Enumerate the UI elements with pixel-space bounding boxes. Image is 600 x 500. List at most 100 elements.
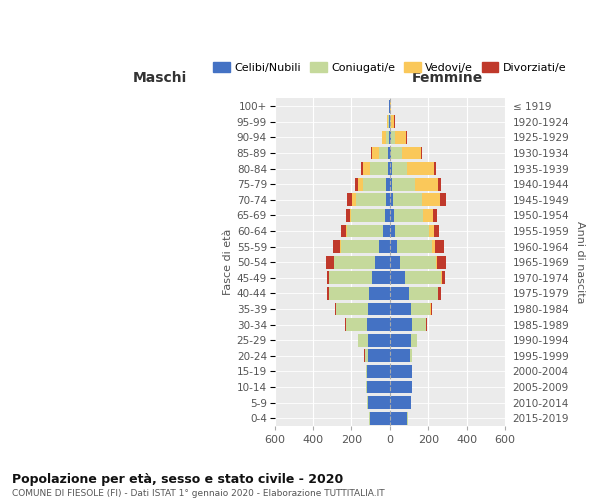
Bar — [390, 209, 394, 222]
Bar — [346, 224, 347, 237]
Bar — [332, 240, 340, 253]
Bar — [435, 240, 443, 253]
Bar — [350, 209, 352, 222]
Bar — [395, 131, 406, 143]
Bar — [390, 318, 412, 331]
Bar — [390, 162, 392, 175]
Bar — [367, 380, 390, 394]
Bar — [390, 350, 410, 362]
Bar — [329, 287, 369, 300]
Bar — [326, 256, 334, 268]
Bar — [390, 256, 400, 268]
Bar — [411, 334, 417, 346]
Bar — [368, 396, 390, 409]
Bar — [390, 240, 397, 253]
Bar — [390, 146, 391, 160]
Bar — [436, 256, 437, 268]
Bar — [422, 194, 440, 206]
Text: Maschi: Maschi — [132, 71, 187, 85]
Bar — [368, 302, 390, 316]
Bar — [411, 302, 430, 316]
Bar — [358, 334, 368, 346]
Bar — [390, 412, 407, 424]
Bar — [386, 194, 390, 206]
Bar — [440, 194, 446, 206]
Bar — [327, 272, 329, 284]
Bar — [434, 162, 436, 175]
Bar — [432, 240, 435, 253]
Bar — [367, 318, 390, 331]
Bar — [346, 209, 350, 222]
Bar — [356, 194, 386, 206]
Bar — [437, 256, 446, 268]
Bar — [358, 178, 364, 190]
Bar — [402, 146, 421, 160]
Bar — [391, 146, 402, 160]
Bar — [329, 272, 371, 284]
Bar — [362, 162, 370, 175]
Bar — [388, 162, 390, 175]
Bar — [389, 131, 390, 143]
Bar — [335, 302, 336, 316]
Bar — [390, 224, 395, 237]
Bar — [368, 334, 390, 346]
Bar — [379, 240, 390, 253]
Bar — [405, 272, 441, 284]
Bar — [429, 224, 434, 237]
Bar — [438, 178, 441, 190]
Text: Popolazione per età, sesso e stato civile - 2020: Popolazione per età, sesso e stato civil… — [12, 472, 343, 486]
Bar — [336, 302, 368, 316]
Bar — [355, 178, 358, 190]
Bar — [383, 224, 390, 237]
Bar — [392, 162, 407, 175]
Bar — [394, 209, 424, 222]
Bar — [367, 365, 390, 378]
Bar — [412, 318, 427, 331]
Bar — [379, 146, 388, 160]
Bar — [390, 396, 411, 409]
Text: COMUNE DI FIESOLE (FI) - Dati ISTAT 1° gennaio 2020 - Elaborazione TUTTITALIA.IT: COMUNE DI FIESOLE (FI) - Dati ISTAT 1° g… — [12, 489, 385, 498]
Bar — [391, 131, 395, 143]
Bar — [388, 116, 389, 128]
Bar — [368, 350, 390, 362]
Y-axis label: Fasce di età: Fasce di età — [223, 229, 233, 296]
Bar — [390, 334, 411, 346]
Bar — [346, 318, 367, 331]
Bar — [361, 162, 362, 175]
Bar — [386, 131, 389, 143]
Bar — [370, 412, 390, 424]
Bar — [327, 287, 329, 300]
Bar — [372, 146, 379, 160]
Bar — [410, 350, 412, 362]
Bar — [442, 272, 445, 284]
Bar — [390, 131, 391, 143]
Bar — [382, 131, 386, 143]
Bar — [415, 178, 438, 190]
Bar — [390, 302, 411, 316]
Bar — [397, 240, 432, 253]
Bar — [369, 287, 390, 300]
Bar — [393, 194, 422, 206]
Legend: Celibi/Nubili, Coniugati/e, Vedovi/e, Divorziati/e: Celibi/Nubili, Coniugati/e, Vedovi/e, Di… — [209, 58, 571, 78]
Bar — [376, 256, 390, 268]
Bar — [390, 272, 405, 284]
Bar — [334, 256, 376, 268]
Text: Femmine: Femmine — [412, 71, 483, 85]
Bar — [385, 209, 390, 222]
Bar — [366, 365, 367, 378]
Bar — [352, 209, 385, 222]
Bar — [386, 178, 390, 190]
Bar — [395, 224, 429, 237]
Bar — [341, 224, 346, 237]
Bar — [390, 365, 412, 378]
Bar — [388, 146, 390, 160]
Bar — [390, 380, 412, 394]
Bar — [371, 146, 372, 160]
Bar — [400, 256, 436, 268]
Bar — [390, 194, 393, 206]
Bar — [441, 272, 442, 284]
Bar — [341, 240, 379, 253]
Bar — [391, 116, 394, 128]
Bar — [424, 209, 433, 222]
Bar — [352, 194, 356, 206]
